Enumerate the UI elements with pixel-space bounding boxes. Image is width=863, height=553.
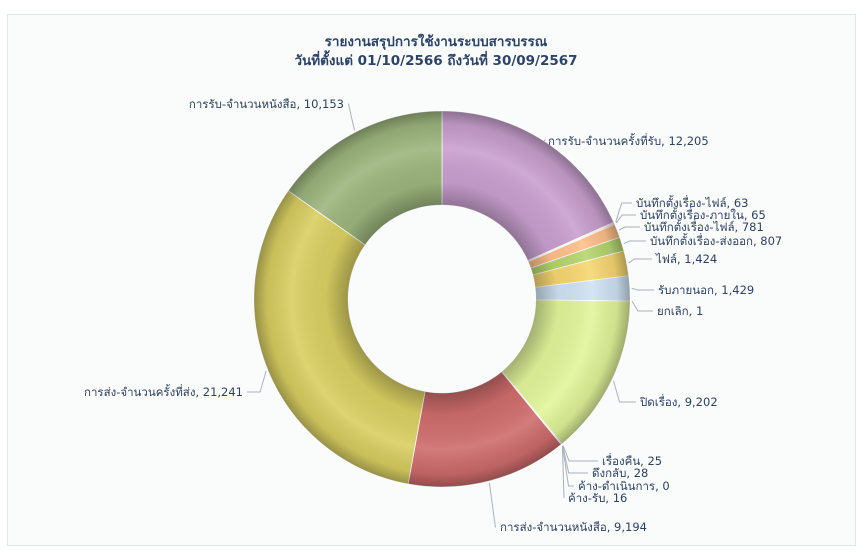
data-label-7: ยกเลิก, 1 <box>657 304 703 318</box>
leader-line-10 <box>562 445 588 474</box>
data-label-0: การรับ-จำนวนครั้งที่รับ, 12,205 <box>548 133 709 148</box>
leader-line-13 <box>488 482 496 528</box>
leader-line-5 <box>628 258 652 264</box>
leader-line-0 <box>543 139 546 142</box>
leader-line-3 <box>618 226 640 231</box>
data-label-5: ไฟล์, 1,424 <box>655 252 717 266</box>
data-label-11: ค้าง-ดำเนินการ, 0 <box>578 479 670 493</box>
leader-line-12 <box>561 445 565 499</box>
leader-line-2 <box>615 214 636 224</box>
data-label-3: บันทึกตั้งเรื่อง-ไฟล์, 781 <box>644 219 764 234</box>
top-bar <box>0 0 863 6</box>
leader-line-8 <box>613 380 636 403</box>
data-label-9: เรื่องคืน, 25 <box>602 453 662 468</box>
leader-line-4 <box>623 240 646 245</box>
data-label-4: บันทึกตั้งเรื่อง-ส่งออก, 807 <box>650 233 782 248</box>
leader-line-1 <box>615 202 632 223</box>
data-label-14: การส่ง-จำนวนครั้งที่ส่ง, 21,241 <box>84 384 243 399</box>
data-label-2: บันทึกตั้งเรื่อง-ภายใน, 65 <box>640 207 766 222</box>
leader-line-9 <box>562 445 598 462</box>
data-label-6: รับภายนอก, 1,429 <box>658 283 754 297</box>
data-label-8: ปิดเรื่อง, 9,202 <box>639 394 717 409</box>
leader-line-6 <box>631 287 654 291</box>
data-label-15: การรับ-จำนวนหนังสือ, 10,153 <box>189 97 344 111</box>
data-label-1: บันทึกตั้งเรื่อง-ไฟล์, 63 <box>636 195 748 210</box>
leader-line-14 <box>247 370 267 393</box>
data-label-12: ค้าง-รับ, 16 <box>568 491 627 505</box>
chart-title: รายงานสรุปการใช้งานระบบสารบรรณ <box>325 33 548 50</box>
donut-slice-14[interactable] <box>253 190 426 485</box>
data-label-10: ดึงกลับ, 28 <box>592 466 648 480</box>
data-label-13: การส่ง-จำนวนหนังสือ, 9,194 <box>500 520 647 534</box>
chart-subtitle: วันที่ตั้งแต่ 01/10/2566 ถึงวันที่ 30/09… <box>294 50 577 69</box>
leader-line-11 <box>562 445 574 487</box>
leader-line-15 <box>347 103 355 131</box>
leader-line-7 <box>631 300 653 312</box>
